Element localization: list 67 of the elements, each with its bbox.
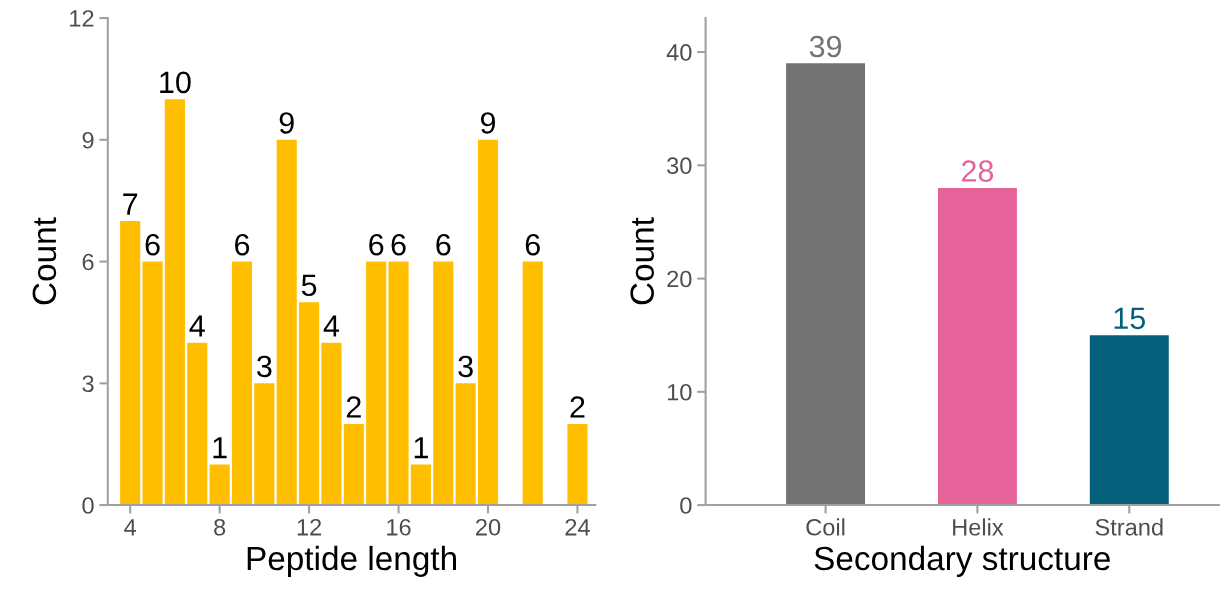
data-label: 4 [189, 315, 205, 337]
bar [276, 139, 297, 506]
x-axis-title: Peptide length [247, 545, 456, 577]
bar [786, 63, 866, 506]
data-label: 6 [391, 233, 406, 256]
data-label: 6 [525, 233, 540, 256]
bar [187, 342, 208, 506]
bar [120, 220, 141, 506]
data-label: 6 [369, 233, 384, 256]
data-label: 15 [1114, 307, 1145, 330]
y-tick-label: 10 [667, 383, 692, 401]
y-tick-label: 0 [82, 497, 94, 514]
data-label: 9 [480, 112, 496, 134]
y-tick-label: 20 [667, 270, 692, 288]
x-tick-label: 16 [387, 518, 411, 536]
y-tick-label: 30 [667, 157, 692, 175]
bar [254, 383, 275, 506]
data-label: 28 [961, 160, 994, 182]
data-label: 5 [301, 274, 317, 297]
x-tick-label: 4 [124, 519, 137, 536]
bar [477, 139, 499, 506]
bar [567, 423, 588, 506]
bar [410, 464, 431, 506]
data-label: 39 [809, 35, 842, 58]
y-tick-label: 40 [666, 44, 692, 61]
data-label: 1 [213, 437, 227, 459]
y-tick-label: 6 [82, 253, 94, 271]
x-tick-label: Coil [806, 518, 845, 536]
data-label: 6 [436, 233, 451, 256]
bar [1089, 335, 1169, 506]
y-tick-label: 12 [70, 10, 94, 27]
x-tick-label: Helix [953, 518, 1004, 536]
y-tick-label: 0 [680, 497, 692, 514]
x-tick-label: 8 [214, 518, 226, 536]
data-label: 10 [160, 71, 191, 94]
data-label: 6 [235, 233, 250, 256]
x-axis-title: Secondary structure [814, 545, 1110, 577]
bar [937, 187, 1017, 506]
bar [164, 99, 185, 506]
y-axis-title: Count [32, 217, 57, 305]
y-axis-title: Count [630, 217, 654, 305]
x-tick-label: 20 [476, 518, 501, 536]
bar [343, 423, 364, 506]
bar [142, 261, 163, 506]
data-label: 9 [279, 112, 294, 134]
bar [388, 261, 409, 506]
bar [209, 464, 230, 506]
data-label: 3 [257, 355, 272, 378]
data-label: 4 [323, 315, 340, 337]
bar [299, 302, 320, 506]
data-label: 7 [123, 193, 138, 215]
bar [455, 383, 476, 506]
bar [433, 261, 454, 506]
y-tick-label: 9 [82, 131, 94, 149]
data-label: 6 [145, 233, 160, 256]
x-tick-label: 24 [565, 518, 590, 536]
y-tick-label: 3 [82, 375, 94, 393]
bar [366, 261, 387, 506]
bar [522, 261, 543, 506]
bar [321, 342, 342, 506]
data-label: 3 [458, 355, 473, 378]
data-label: 2 [346, 396, 361, 418]
x-tick-label: Strand [1095, 518, 1163, 536]
x-tick-label: 12 [297, 518, 322, 536]
data-label: 2 [570, 396, 585, 418]
data-label: 1 [414, 437, 428, 459]
bar [231, 261, 253, 506]
